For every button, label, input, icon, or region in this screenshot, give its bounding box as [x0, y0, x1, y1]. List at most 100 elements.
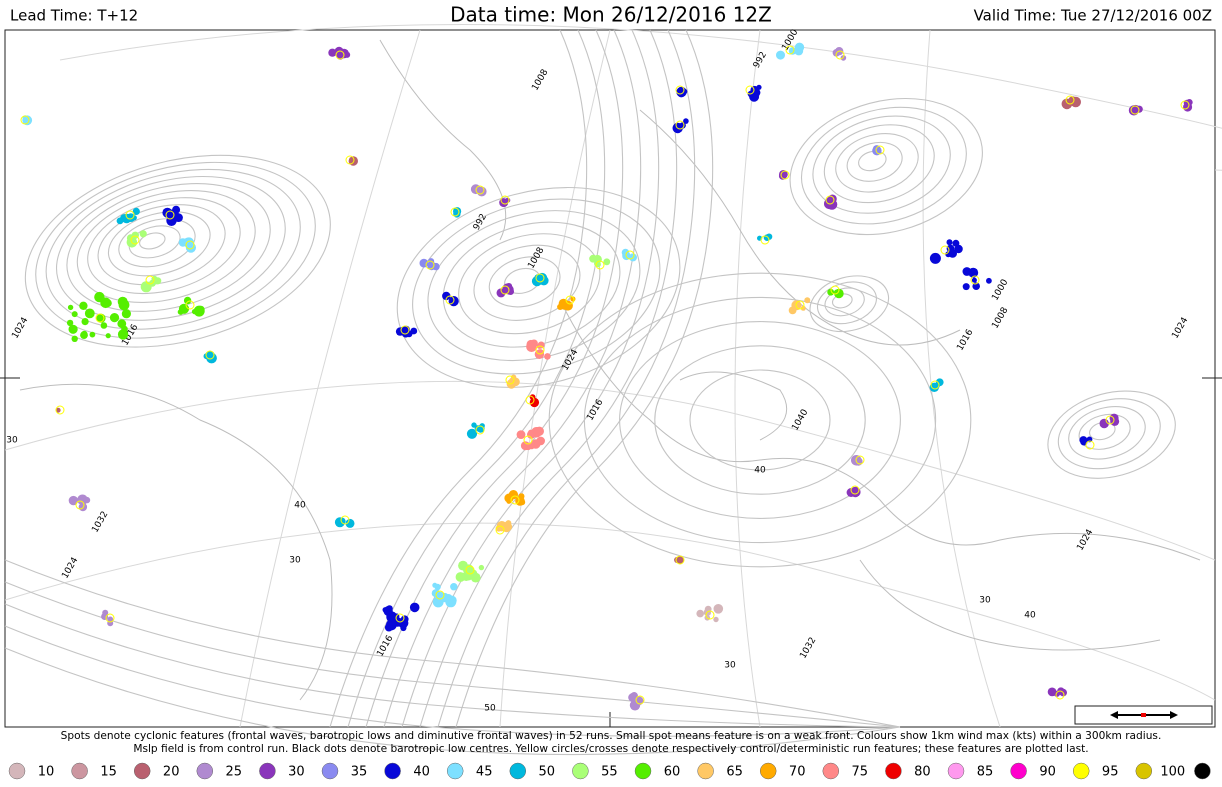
spot [434, 583, 441, 591]
spot [68, 495, 79, 506]
legend-swatch [885, 762, 902, 780]
spot [479, 423, 485, 429]
isobar [858, 150, 887, 172]
control-run-marker [125, 210, 135, 220]
legend-label: 15 [100, 765, 117, 780]
isobar [473, 244, 581, 321]
isobar [24, 154, 331, 348]
spot [683, 118, 689, 124]
legend-label: 95 [1102, 765, 1119, 780]
spot [945, 251, 952, 258]
isobar [1068, 406, 1146, 460]
spot [1047, 687, 1057, 697]
scale-arrows [1110, 711, 1178, 719]
spot [539, 275, 549, 286]
isobar [824, 287, 865, 317]
isobar [809, 275, 890, 333]
spot [328, 48, 337, 57]
control-run-marker [1065, 95, 1075, 105]
legend-swatch [822, 762, 840, 780]
legend-swatch [8, 762, 26, 780]
legend-label: 90 [1039, 765, 1056, 780]
isobar [437, 29, 696, 728]
legend-swatch [446, 762, 464, 780]
spot [794, 46, 804, 56]
control-run-marker [875, 145, 885, 155]
spot [971, 277, 977, 283]
spot [713, 604, 724, 614]
spot [55, 407, 61, 413]
spot [628, 693, 638, 702]
legend-swatch [1010, 762, 1027, 780]
control-run-marker [705, 610, 715, 620]
isobar [689, 369, 831, 471]
legend-label: 10 [38, 765, 55, 780]
graticule-label: 30 [724, 661, 736, 671]
isobar [619, 321, 901, 519]
control-run-marker [145, 275, 155, 285]
spot [94, 291, 105, 303]
control-run-marker [395, 613, 405, 623]
isobar [4, 581, 901, 728]
legend-label: 85 [977, 765, 994, 780]
spot [81, 330, 88, 338]
graticule-label: 50 [484, 704, 496, 714]
graticule-label: 30 [979, 596, 991, 606]
legend-swatch [1194, 762, 1211, 780]
spot [929, 252, 941, 264]
control-run-marker [825, 195, 835, 205]
spot [345, 518, 355, 528]
spot [450, 583, 458, 591]
legend-swatch [321, 762, 339, 780]
spot [127, 236, 136, 245]
control-run-marker [95, 313, 105, 323]
control-run-marker [505, 375, 515, 385]
spot [526, 339, 536, 349]
control-run-marker [565, 295, 575, 305]
isobar [45, 168, 301, 330]
spot [178, 303, 190, 314]
control-run-marker [1130, 105, 1140, 115]
lead-time: Lead Time: T+12 [10, 7, 138, 25]
legend-label: 25 [226, 765, 243, 780]
spot [132, 207, 140, 215]
isobar [55, 175, 286, 321]
control-run-marker [20, 115, 30, 125]
control-run-marker [785, 45, 795, 55]
graticule-label: 40 [1024, 611, 1036, 621]
spot [71, 311, 78, 318]
control-run-marker [1105, 415, 1115, 425]
isobar [329, 29, 588, 728]
spot [1186, 99, 1193, 106]
isobar [442, 221, 621, 348]
spot [603, 258, 611, 266]
isobar [427, 210, 641, 362]
legend-label: 70 [789, 765, 806, 780]
spot [850, 486, 861, 498]
spot [386, 605, 393, 612]
control-run-marker [105, 613, 115, 623]
spot [828, 194, 837, 204]
spot [776, 50, 785, 60]
isobar [107, 211, 211, 277]
isobar [4, 559, 901, 728]
spot [197, 305, 205, 314]
control-run-marker [510, 495, 520, 505]
control-run-marker [675, 120, 685, 130]
isobar [401, 29, 660, 728]
spot [968, 267, 979, 278]
control-run-marker [535, 345, 545, 355]
isobar [823, 124, 935, 204]
spot [131, 215, 137, 221]
control-run-marker [75, 500, 85, 510]
spot [560, 300, 570, 310]
legend-swatch [259, 762, 276, 780]
spot [68, 324, 78, 334]
control-run-marker [850, 485, 860, 495]
legend-swatch [1135, 762, 1153, 780]
isobar [1057, 398, 1161, 470]
legend-swatch [71, 762, 88, 780]
spot [107, 616, 114, 623]
spot [505, 520, 512, 526]
spot [22, 115, 33, 126]
